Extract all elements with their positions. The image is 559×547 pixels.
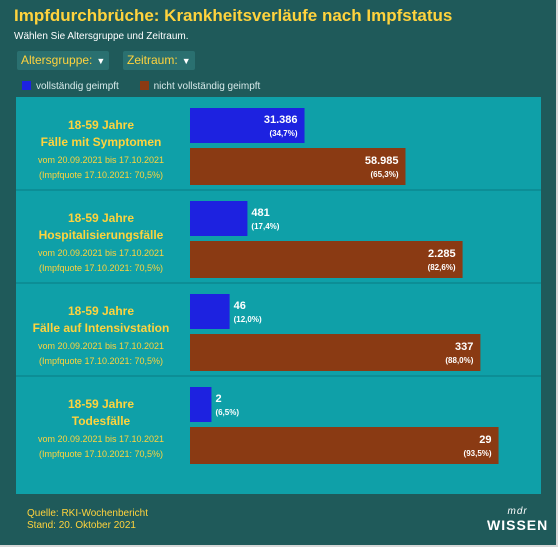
- group-age-label: 18-59 Jahre: [68, 118, 134, 132]
- bar-pct-vaccinated: (17,4%): [251, 222, 279, 231]
- group-period-label: vom 20.09.2021 bis 17.10.2021: [38, 248, 164, 258]
- legend: vollständig geimpft nicht vollständig ge…: [22, 81, 260, 92]
- bar-pct-unvaccinated: (65,3%): [370, 170, 398, 179]
- chart-panel: 18-59 Jahre Fälle mit Symptomen vom 20.09.…: [16, 97, 541, 494]
- bar-vaccinated: [190, 387, 212, 422]
- bar-vaccinated: [190, 108, 305, 143]
- logo-wissen: WISSEN: [487, 517, 549, 533]
- bar-chart: 18-59 Jahre Fälle mit Symptomen vom 20.09.…: [16, 108, 541, 464]
- group-age-label: 18-59 Jahre: [68, 397, 134, 411]
- group-category-label: Fälle mit Symptomen: [41, 135, 162, 149]
- bar-value-unvaccinated: 2.285: [428, 248, 456, 260]
- group-age-label: 18-59 Jahre: [68, 211, 134, 225]
- bar-pct-unvaccinated: (93,5%): [464, 449, 492, 458]
- legend-swatch-unvaccinated: [139, 81, 149, 90]
- bar-pct-vaccinated: (34,7%): [269, 129, 297, 138]
- date-note: Stand: 20. Oktober 2021: [27, 520, 136, 531]
- logo-mdr: mdr: [507, 506, 528, 517]
- bar-unvaccinated: [190, 334, 481, 371]
- chevron-down-icon: ▼: [96, 56, 106, 66]
- bar-value-vaccinated: 31.386: [264, 114, 298, 126]
- group-period-label: vom 20.09.2021 bis 17.10.2021: [38, 341, 164, 351]
- group-period-label: vom 20.09.2021 bis 17.10.2021: [38, 155, 164, 165]
- group-age-label: 18-59 Jahre: [68, 304, 134, 318]
- legend-label-unvaccinated: nicht vollständig geimpft: [153, 81, 261, 92]
- bar-vaccinated: [190, 201, 248, 236]
- page-title: Impfdurchbrüche: Krankheitsverläufe nach…: [14, 6, 453, 25]
- group-quote-label: (Impfquote 17.10.2021: 70,5%): [39, 170, 163, 180]
- chevron-down-icon: ▼: [181, 56, 191, 66]
- bar-pct-vaccinated: (12,0%): [234, 315, 262, 324]
- bar-unvaccinated: [190, 241, 463, 278]
- bar-pct-vaccinated: (6,5%): [215, 408, 239, 417]
- legend-label-vaccinated: vollständig geimpft: [36, 81, 119, 92]
- zeitraum-label: Zeitraum:: [127, 53, 178, 67]
- bar-unvaccinated: [190, 427, 499, 464]
- legend-swatch-vaccinated: [22, 81, 31, 90]
- bar-value-unvaccinated: 58.985: [365, 155, 399, 167]
- bar-pct-unvaccinated: (88,0%): [445, 356, 473, 365]
- group-category-label: Todesfälle: [72, 414, 131, 428]
- page-subtitle: Wählen Sie Altersgruppe und Zeitraum.: [14, 31, 189, 42]
- bar-unvaccinated: [190, 148, 406, 185]
- altersgruppe-label: Altersgruppe:: [21, 53, 93, 67]
- group-period-label: vom 20.09.2021 bis 17.10.2021: [38, 434, 164, 444]
- bar-value-unvaccinated: 29: [479, 434, 491, 446]
- bar-value-vaccinated: 46: [234, 300, 246, 312]
- bar-vaccinated: [190, 294, 230, 329]
- bar-value-vaccinated: 2: [215, 393, 221, 405]
- bar-value-vaccinated: 481: [251, 207, 269, 219]
- group-quote-label: (Impfquote 17.10.2021: 70,5%): [39, 356, 163, 366]
- bar-pct-unvaccinated: (82,6%): [428, 263, 456, 272]
- group-quote-label: (Impfquote 17.10.2021: 70,5%): [39, 449, 163, 459]
- group-category-label: Fälle auf Intensivstation: [33, 321, 170, 335]
- zeitraum-dropdown[interactable]: Zeitraum: ▼: [123, 51, 195, 70]
- source-note: Quelle: RKI-Wochenbericht: [27, 508, 148, 519]
- altersgruppe-dropdown[interactable]: Altersgruppe: ▼: [17, 51, 110, 70]
- group-quote-label: (Impfquote 17.10.2021: 70,5%): [39, 263, 163, 273]
- group-category-label: Hospitalisierungsfälle: [39, 228, 164, 242]
- mdr-wissen-logo: mdr WISSEN: [487, 506, 549, 534]
- bar-value-unvaccinated: 337: [455, 341, 473, 353]
